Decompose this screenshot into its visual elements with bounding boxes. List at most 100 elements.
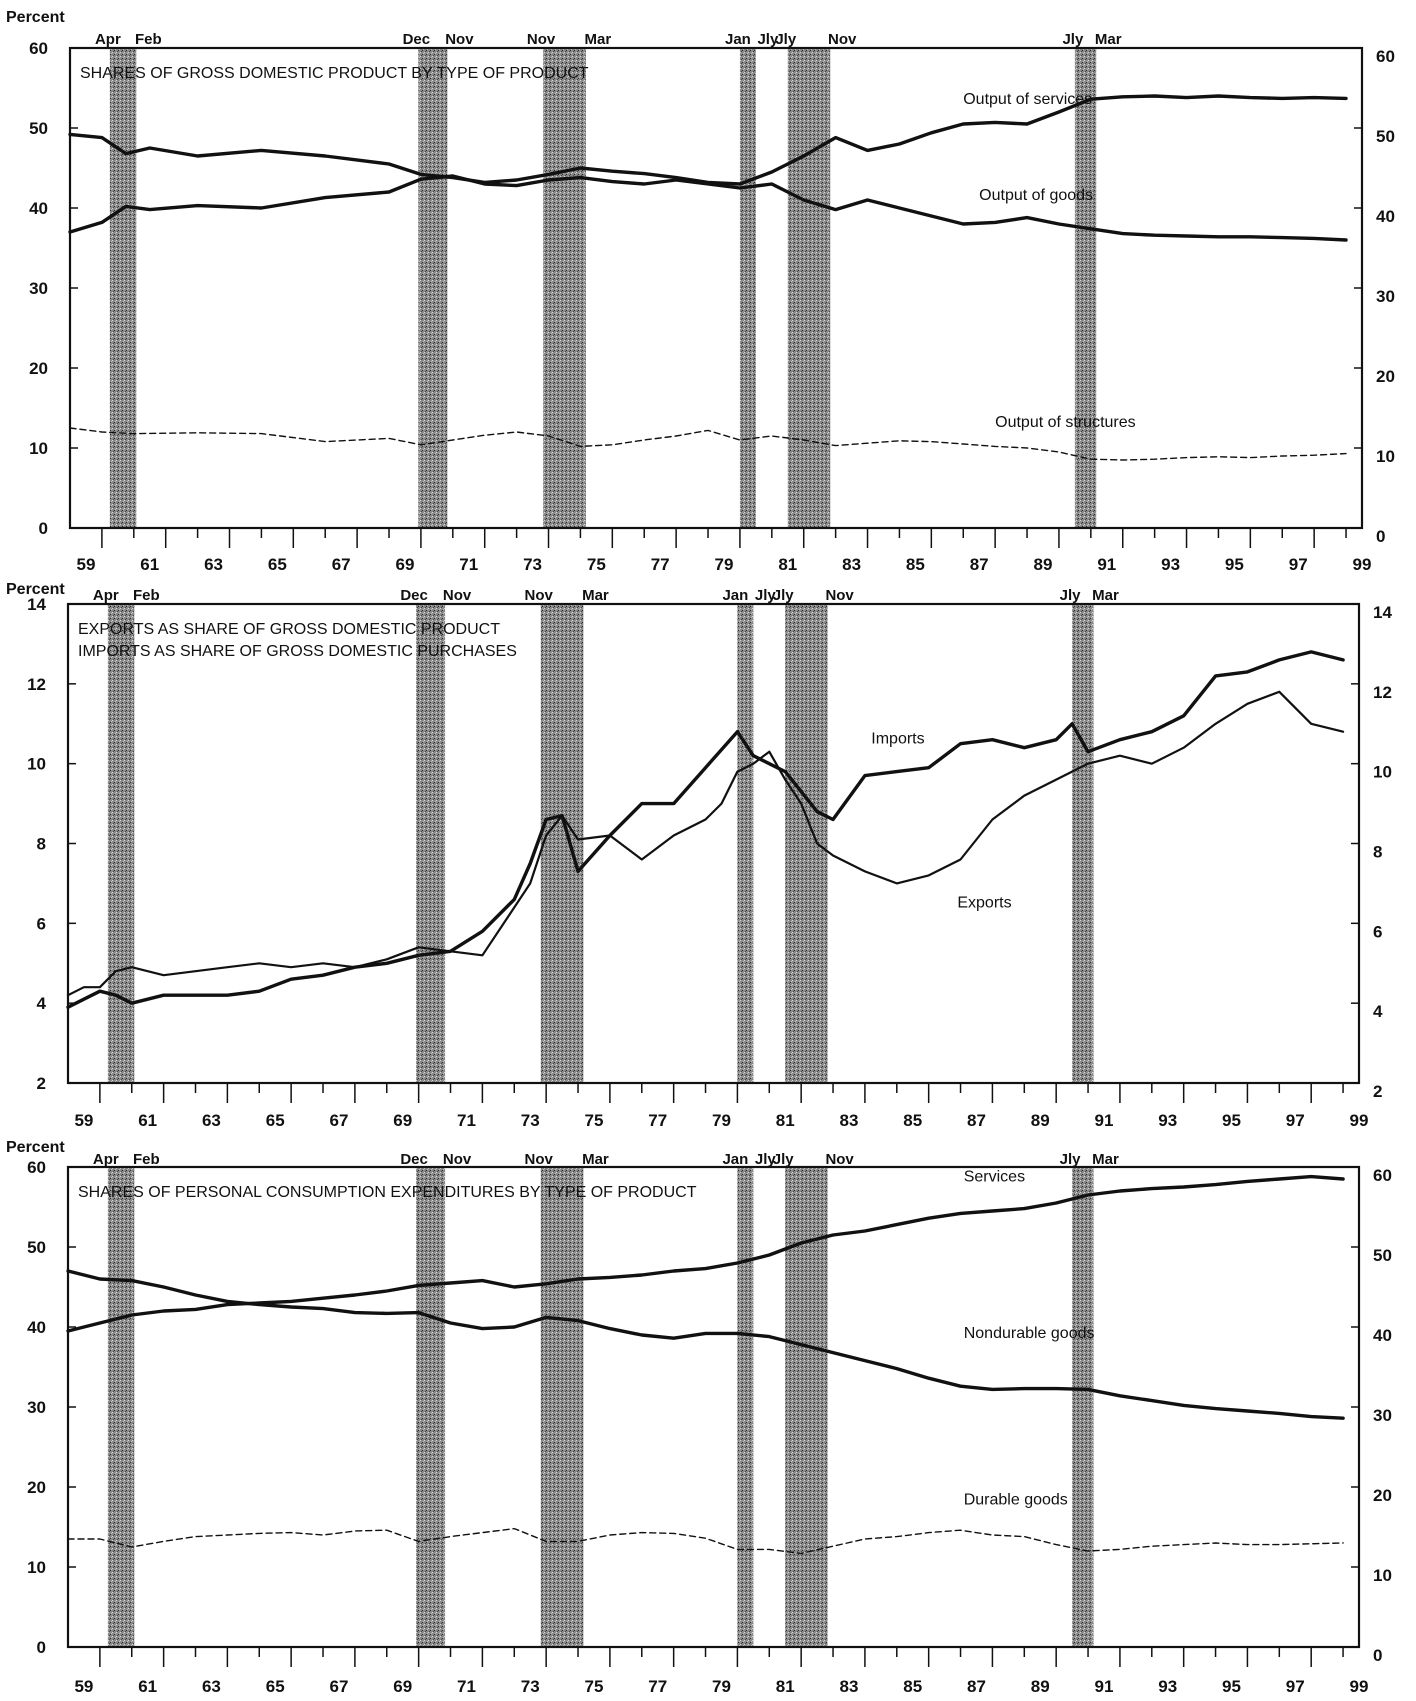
chart-title: SHARES OF PERSONAL CONSUMPTION EXPENDITU… — [78, 1184, 697, 1201]
recession-end-label: Feb — [135, 31, 162, 48]
series-line — [68, 94, 1348, 186]
recession-end-label: Mar — [1092, 587, 1119, 604]
x-tick-label: 91 — [1095, 1111, 1114, 1130]
x-tick-label: 77 — [648, 1677, 667, 1696]
recession-band — [540, 1167, 584, 1647]
series-line — [69, 427, 1347, 461]
recession-start-label: Jly — [773, 587, 795, 604]
series-label: Imports — [871, 731, 924, 748]
x-tick-label: 75 — [587, 555, 606, 574]
recession-end-label: Nov — [825, 587, 854, 604]
recession-end-label: Nov — [828, 31, 857, 48]
x-tick-label: 91 — [1097, 555, 1116, 574]
x-tick-label: 81 — [776, 1111, 795, 1130]
series-services: Services — [66, 1168, 1345, 1333]
series-line — [66, 650, 1345, 1009]
series-line — [67, 1527, 1344, 1555]
recession-start-label: Jly — [1060, 587, 1082, 604]
x-tick-label: 81 — [776, 1677, 795, 1696]
x-tick-label: 69 — [393, 1677, 412, 1696]
y-tick-label-left: 10 — [27, 1558, 46, 1577]
y-tick-label-right: 14 — [1373, 603, 1392, 622]
y-tick-label-right: 60 — [1373, 1166, 1392, 1185]
series-label: Durable goods — [964, 1492, 1068, 1509]
y-tick-label-right: 0 — [1373, 1646, 1382, 1665]
x-tick-label: 83 — [840, 1677, 859, 1696]
recession-band — [107, 604, 135, 1083]
series-imports: Imports — [66, 650, 1345, 1009]
y-tick-label-right: 10 — [1373, 1566, 1392, 1585]
series-exports: Exports — [66, 690, 1345, 997]
x-tick-label: 81 — [778, 555, 797, 574]
chart-title: IMPORTS AS SHARE OF GROSS DOMESTIC PURCH… — [78, 643, 517, 660]
recession-start-label: Jly — [1062, 31, 1084, 48]
recession-end-label: Mar — [1092, 1151, 1119, 1168]
recession-end-label: Nov — [825, 1151, 854, 1168]
x-tick-label: 89 — [1031, 1677, 1050, 1696]
y-tick-label-right: 30 — [1376, 287, 1395, 306]
series-line — [68, 174, 1348, 242]
x-tick-label: 69 — [393, 1111, 412, 1130]
recession-band — [543, 48, 586, 528]
x-tick-label: 63 — [202, 1111, 221, 1130]
y-tick-label-right: 60 — [1376, 47, 1395, 66]
series-label: Output of services — [963, 91, 1092, 108]
recession-start-label: Nov — [525, 587, 554, 604]
recession-start-label: Dec — [400, 587, 428, 604]
x-tick-label: 87 — [967, 1677, 986, 1696]
y-tick-label-left: 50 — [29, 119, 48, 138]
x-tick-label: 59 — [74, 1111, 93, 1130]
plot-area — [68, 604, 1359, 1083]
x-tick-label: 87 — [970, 555, 989, 574]
x-tick-label: 97 — [1286, 1111, 1305, 1130]
recession-end-label: Mar — [582, 587, 609, 604]
recession-start-label: Jly — [773, 1151, 795, 1168]
recession-start-label: Dec — [403, 31, 431, 48]
series-label: Services — [964, 1168, 1025, 1185]
x-tick-label: 95 — [1222, 1677, 1241, 1696]
recession-band — [1072, 604, 1094, 1083]
recession-start-label: Jly — [775, 31, 797, 48]
x-tick-label: 87 — [967, 1111, 986, 1130]
series-label: Exports — [957, 894, 1011, 911]
x-tick-label: 61 — [138, 1111, 157, 1130]
x-tick-label: 91 — [1095, 1677, 1114, 1696]
recession-end-label: Jly — [755, 587, 777, 604]
x-tick-label: 79 — [712, 1677, 731, 1696]
series-output-of-services: Output of services — [68, 91, 1348, 186]
y-tick-label-right: 12 — [1373, 683, 1392, 702]
x-tick-label: 71 — [457, 1111, 476, 1130]
y-tick-label-left: 2 — [37, 1074, 46, 1093]
x-tick-label: 77 — [651, 555, 670, 574]
y-tick-label-right: 8 — [1373, 843, 1382, 862]
y-tick-label-left: 60 — [27, 1158, 46, 1177]
recession-band — [107, 1167, 135, 1647]
y-tick-label-left: 12 — [27, 675, 46, 694]
plot-area — [70, 48, 1362, 528]
x-tick-label: 93 — [1158, 1677, 1177, 1696]
x-tick-label: 85 — [906, 555, 925, 574]
x-tick-label: 71 — [459, 555, 478, 574]
recession-band — [1074, 48, 1097, 528]
x-tick-label: 75 — [585, 1111, 604, 1130]
x-tick-label: 73 — [523, 555, 542, 574]
recession-end-label: Jly — [755, 1151, 777, 1168]
recession-start-label: Nov — [527, 31, 556, 48]
y-tick-label-right: 10 — [1373, 763, 1392, 782]
x-tick-label: 67 — [329, 1677, 348, 1696]
x-tick-label: 63 — [202, 1677, 221, 1696]
x-tick-label: 99 — [1353, 555, 1372, 574]
y-tick-label-left: 50 — [27, 1238, 46, 1257]
y-tick-label-left: 20 — [29, 359, 48, 378]
x-tick-label: 65 — [268, 555, 287, 574]
recession-start-label: Nov — [525, 1151, 554, 1168]
recession-start-label: Dec — [400, 1151, 428, 1168]
x-tick-label: 97 — [1286, 1677, 1305, 1696]
recession-end-label: Mar — [582, 1151, 609, 1168]
x-tick-label: 71 — [457, 1677, 476, 1696]
y-tick-label-right: 40 — [1373, 1326, 1392, 1345]
recession-end-label: Jly — [757, 31, 779, 48]
x-tick-label: 73 — [521, 1677, 540, 1696]
